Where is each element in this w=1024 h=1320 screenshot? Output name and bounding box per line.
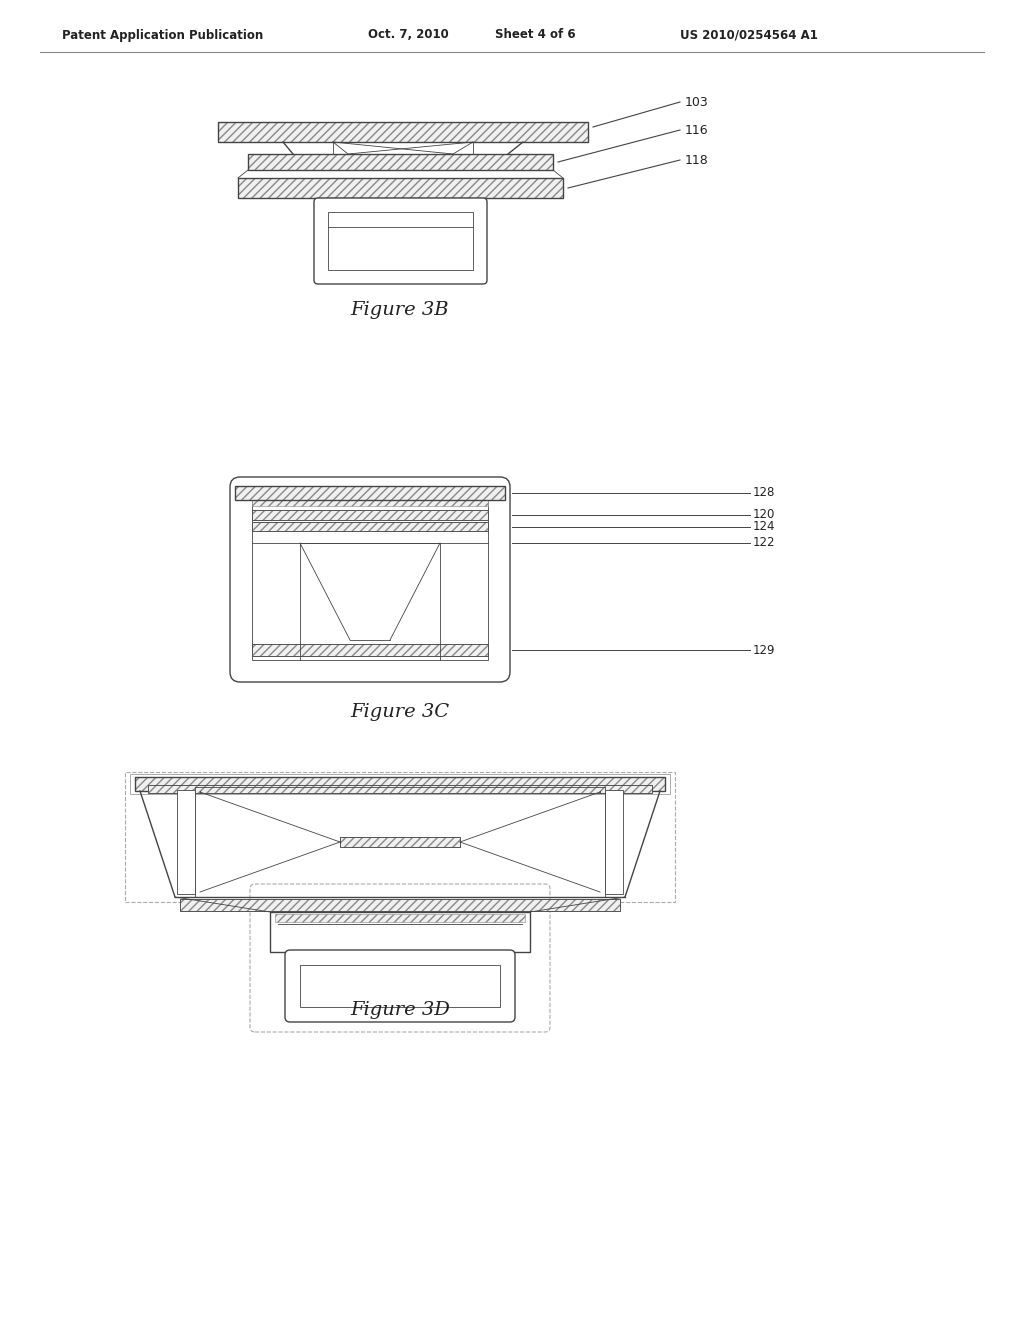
- Bar: [300, 965, 500, 1007]
- Bar: [148, 785, 652, 793]
- Bar: [125, 772, 675, 902]
- Bar: [130, 774, 670, 795]
- Bar: [252, 510, 488, 520]
- Text: Figure 3C: Figure 3C: [350, 704, 450, 721]
- Bar: [135, 777, 665, 791]
- Bar: [234, 486, 505, 500]
- Text: Sheet 4 of 6: Sheet 4 of 6: [495, 29, 575, 41]
- Text: Oct. 7, 2010: Oct. 7, 2010: [368, 29, 449, 41]
- Text: 122: 122: [753, 536, 775, 549]
- Text: 120: 120: [753, 508, 775, 521]
- Text: Patent Application Publication: Patent Application Publication: [62, 29, 263, 41]
- Text: Figure 3B: Figure 3B: [350, 301, 450, 319]
- Bar: [148, 785, 652, 793]
- Bar: [252, 644, 488, 656]
- Text: 118: 118: [685, 153, 709, 166]
- Text: 128: 128: [753, 487, 775, 499]
- FancyBboxPatch shape: [230, 477, 510, 682]
- Bar: [177, 789, 195, 894]
- Bar: [234, 486, 505, 500]
- Bar: [252, 644, 488, 656]
- Bar: [180, 899, 620, 911]
- Bar: [248, 154, 553, 170]
- FancyBboxPatch shape: [285, 950, 515, 1022]
- Bar: [270, 912, 530, 952]
- Text: Figure 3D: Figure 3D: [350, 1001, 450, 1019]
- Bar: [238, 178, 563, 198]
- Text: 116: 116: [685, 124, 709, 136]
- Bar: [252, 521, 488, 531]
- Bar: [252, 494, 488, 506]
- Bar: [252, 499, 488, 660]
- Bar: [238, 178, 563, 198]
- Bar: [605, 789, 623, 894]
- Bar: [195, 787, 605, 898]
- Bar: [180, 899, 620, 911]
- Bar: [135, 777, 665, 791]
- Bar: [252, 510, 488, 520]
- Text: US 2010/0254564 A1: US 2010/0254564 A1: [680, 29, 818, 41]
- Bar: [248, 154, 553, 170]
- Bar: [252, 521, 488, 531]
- Text: 129: 129: [753, 644, 775, 656]
- Bar: [218, 121, 588, 143]
- FancyBboxPatch shape: [314, 198, 487, 284]
- Bar: [340, 837, 460, 847]
- Text: 124: 124: [753, 520, 775, 533]
- Bar: [340, 837, 460, 847]
- Text: 103: 103: [685, 95, 709, 108]
- Bar: [328, 213, 473, 271]
- Bar: [218, 121, 588, 143]
- Bar: [275, 913, 525, 921]
